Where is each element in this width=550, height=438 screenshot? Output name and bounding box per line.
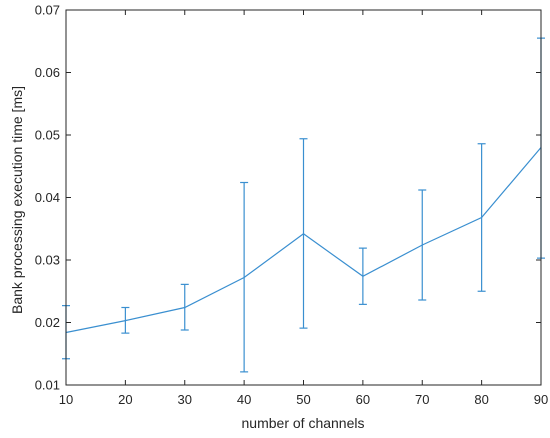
series-layer — [62, 37, 545, 373]
x-tick-label: 40 — [237, 392, 251, 407]
x-tick-label: 60 — [356, 392, 370, 407]
x-tick-label: 90 — [534, 392, 548, 407]
x-tick-label: 50 — [296, 392, 310, 407]
y-tick-label: 0.05 — [35, 128, 60, 143]
x-axis-label: number of channels — [242, 415, 365, 431]
error-bar — [121, 306, 130, 334]
y-axis-label: Bank processing execution time [ms] — [9, 86, 25, 314]
x-tick-label: 70 — [415, 392, 429, 407]
y-tick-label: 0.06 — [35, 65, 60, 80]
y-tick-label: 0.02 — [35, 315, 60, 330]
x-tick-label: 30 — [178, 392, 192, 407]
error-bar — [240, 181, 249, 373]
x-tick-label: 10 — [59, 392, 73, 407]
y-tick-label: 0.01 — [35, 378, 60, 393]
axes-layer: 10 20 30 40 50 60 70 80 90 0.01 0.02 0.03 0.04 0.05 0.… — [35, 3, 549, 408]
y-tick-label: 0.03 — [35, 253, 60, 268]
error-bar — [299, 138, 308, 329]
x-tick-label: 20 — [118, 392, 132, 407]
error-bar — [358, 247, 367, 305]
error-bar — [180, 283, 189, 331]
y-tick-label: 0.04 — [35, 190, 60, 205]
y-tick-label: 0.07 — [35, 3, 60, 18]
error-bar — [477, 143, 486, 292]
error-bar — [418, 189, 427, 301]
x-tick-label: 80 — [474, 392, 488, 407]
